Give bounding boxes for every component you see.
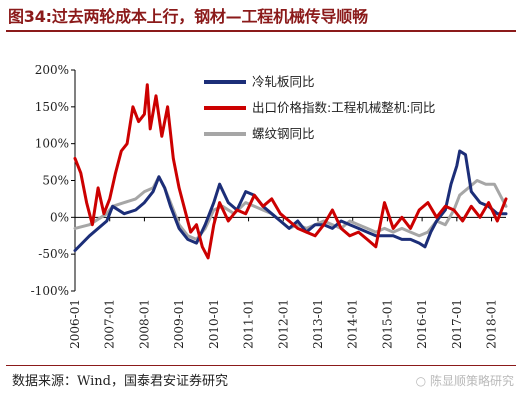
legend-label-export: 出口价格指数:工程机械整机:同比 [252, 100, 435, 115]
legend-label-cold-rolled: 冷轧板同比 [252, 74, 315, 89]
x-tick-label: 2008-01 [137, 299, 151, 349]
title-underline [6, 30, 516, 32]
x-axis: 2006-01 2007-01 2008-01 2009-01 2010-01 2011-… [68, 216, 506, 349]
x-tick-label: 2012-01 [276, 299, 290, 349]
x-tick-label: 2015-01 [380, 299, 394, 349]
y-tick-label: -50% [38, 247, 69, 261]
series-lines [73, 83, 508, 260]
y-tick-label: 100% [35, 137, 69, 151]
x-tick-label: 2007-01 [103, 299, 117, 349]
legend-label-rebar: 螺纹钢同比 [252, 126, 315, 141]
series-line-export [73, 83, 508, 260]
data-source-note: 数据来源：Wind，国泰君安证券研究 [12, 374, 228, 389]
x-tick-label: 2011-01 [242, 299, 256, 349]
x-tick-label: 2006-01 [68, 299, 82, 349]
x-tick-label: 2018-01 [485, 299, 499, 349]
y-axis: -100% -50% 0% 50% 100% 150% 200% [31, 63, 76, 298]
x-tick-label: 2010-01 [207, 299, 221, 349]
y-tick-label: 150% [35, 100, 69, 114]
y-tick-label: 50% [42, 174, 69, 188]
wechat-icon: ○ [415, 374, 427, 388]
x-tick-label: 2016-01 [415, 299, 429, 349]
x-tick-label: 2014-01 [346, 299, 360, 349]
y-tick-label: -100% [31, 284, 69, 298]
x-tick-label: 2013-01 [311, 299, 325, 349]
plot-area: -100% -50% 0% 50% 100% 150% 200% 2006-01 2007-0… [31, 63, 508, 349]
watermark: ○ 陈显顺策略研究 [416, 372, 514, 389]
source-divider [6, 365, 516, 366]
y-tick-label: 0% [50, 210, 69, 224]
series-line-cold-rolled [73, 149, 508, 252]
figure-title: 图34:过去两轮成本上行，钢材—工程机械传导顺畅 [8, 7, 368, 26]
x-tick-label: 2017-01 [450, 299, 464, 349]
x-tick-label: 2009-01 [172, 299, 186, 349]
y-tick-label: 200% [35, 63, 69, 77]
watermark-text: 陈显顺策略研究 [429, 374, 514, 388]
